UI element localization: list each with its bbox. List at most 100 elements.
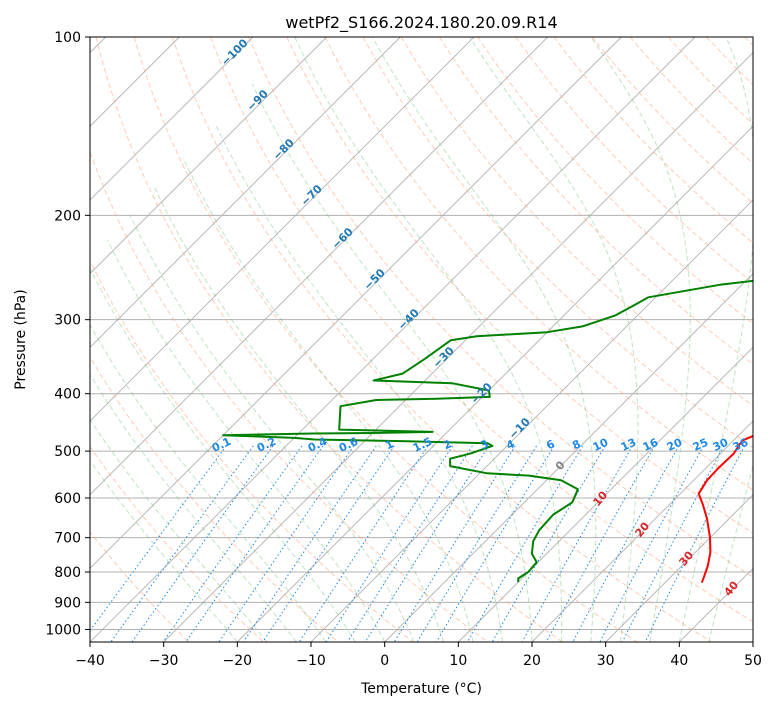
y-axis-label: Pressure (hPa): [13, 289, 29, 389]
mixing-ratio-line: [162, 445, 303, 642]
dry-adiabat-line: [90, 150, 488, 642]
mixing-ratio-line: [90, 445, 227, 632]
x-tick-label: −20: [223, 653, 253, 669]
y-tick-label: 800: [54, 565, 81, 581]
dry-adiabat-line: [90, 355, 339, 642]
moist-adiabat-line: [129, 215, 415, 642]
y-tick-label: 100: [54, 30, 81, 46]
mixing-ratio-label: 36: [731, 436, 751, 454]
moist-adiabat-line: [678, 37, 753, 642]
moist-adiabat-line: [590, 37, 691, 642]
dry-adiabat-line: [95, 37, 563, 642]
temperature-profile-line: [697, 434, 753, 584]
x-tick-label: 0: [380, 653, 389, 669]
mixing-ratio-line: [262, 445, 395, 642]
y-tick-label: 1000: [45, 622, 81, 638]
moist-adiabat-line: [182, 157, 474, 642]
profile-lines: [222, 279, 753, 584]
dry-adiabat-line: [629, 37, 753, 165]
mixing-ratio-line: [521, 445, 633, 642]
dry-adiabat-line: [133, 37, 638, 642]
mixing-ratio-line: [545, 445, 656, 642]
x-tick-label: −10: [296, 653, 326, 669]
y-tick-label: 700: [54, 531, 81, 547]
mixing-ratio-label: 10: [591, 436, 611, 454]
moist-adiabat-line: [214, 123, 503, 642]
dry-adiabat-line: [171, 37, 712, 642]
moist-adiabat-line: [371, 37, 597, 642]
y-tick-label: 500: [54, 444, 81, 460]
y-tick-label: 400: [54, 387, 81, 403]
mixing-ratio-line: [347, 445, 473, 642]
isotherm-line: [90, 37, 475, 422]
mixing-ratio-label: 25: [691, 436, 710, 454]
chart-title: wetPf2_S166.2024.180.20.09.R14: [285, 13, 557, 33]
mixing-ratio-line: [364, 445, 490, 642]
x-tick-label: 20: [523, 653, 541, 669]
y-tick-label: 600: [54, 491, 81, 507]
moist-adiabat-line: [154, 187, 445, 642]
dewpoint-profile-line: [222, 279, 753, 583]
x-tick-label: 50: [744, 653, 762, 669]
moist-adiabat-line: [294, 37, 563, 642]
mixing-ratio-line: [110, 445, 254, 642]
isotherm-line: [605, 494, 753, 642]
dry-adiabat-line: [438, 37, 753, 365]
mixing-ratio-line: [572, 445, 680, 642]
dry-adiabat-line: [248, 37, 753, 578]
moist-adiabat-line: [90, 323, 327, 642]
mixing-ratio-line: [621, 445, 725, 642]
moist-adiabat-line: [90, 373, 297, 642]
moist-adiabat-line: [90, 266, 356, 642]
dry-adiabat-line: [210, 37, 753, 623]
x-tick-label: 30: [597, 653, 615, 669]
mixing-ratio-label: 30: [711, 436, 731, 454]
isotherm-line: [458, 346, 753, 642]
x-tick-label: 40: [670, 653, 688, 669]
isotherm-line: [90, 37, 254, 201]
mixing-ratio-line: [599, 445, 704, 642]
mixing-ratio-line: [185, 445, 324, 642]
dry-adiabat-line: [515, 37, 753, 284]
x-tick-label: −40: [75, 653, 105, 669]
mixing-ratio-label: 20: [665, 436, 685, 454]
isotherm-line: [384, 273, 753, 642]
moist-adiabat-line: [469, 37, 639, 642]
dry-adiabat-line: [90, 445, 264, 642]
isotherm-line: [90, 37, 696, 642]
mixing-ratio-line: [325, 445, 454, 642]
dry-adiabat-line: [324, 37, 753, 491]
y-tick-label: 200: [54, 208, 81, 224]
x-axis-label: Temperature (°C): [360, 681, 482, 697]
axes: −40 −30 −20 −10 0 10 20 30 40 50 100 200 300 400 500 60…: [45, 30, 762, 669]
plot-frame: [89, 36, 754, 643]
mixing-ratio-line: [131, 445, 274, 642]
dry-adiabat-line: [553, 37, 753, 244]
isotherm-line: [90, 37, 401, 348]
moist-adiabat-line: [107, 239, 386, 642]
moist-adiabat-line: [251, 83, 533, 642]
y-tick-label: 300: [54, 313, 81, 329]
isotherm-line: [531, 420, 753, 642]
dry-adiabat-line: [362, 37, 753, 449]
mixing-ratio-label: 13: [619, 436, 638, 454]
mixing-ratio-line: [393, 445, 516, 642]
x-tick-label: −30: [149, 653, 179, 669]
dry-adiabat-line: [90, 259, 414, 642]
isotherm-line: [90, 37, 622, 569]
background-lines: [90, 37, 753, 642]
isotherm-line: [237, 125, 753, 642]
y-tick-label: 900: [54, 595, 81, 611]
dry-adiabat-line: [400, 37, 753, 407]
moist-adiabat-line: [90, 460, 238, 642]
isotherm-line: [90, 37, 548, 496]
moist-adiabat-line: [708, 464, 753, 642]
x-tick-label: 10: [449, 653, 467, 669]
mixing-ratio-line: [644, 445, 746, 642]
dry-adiabat-line: [286, 37, 753, 534]
moist-adiabat-line: [90, 418, 268, 642]
mixing-ratio-line: [491, 445, 606, 642]
isotherm-line: [90, 37, 327, 275]
